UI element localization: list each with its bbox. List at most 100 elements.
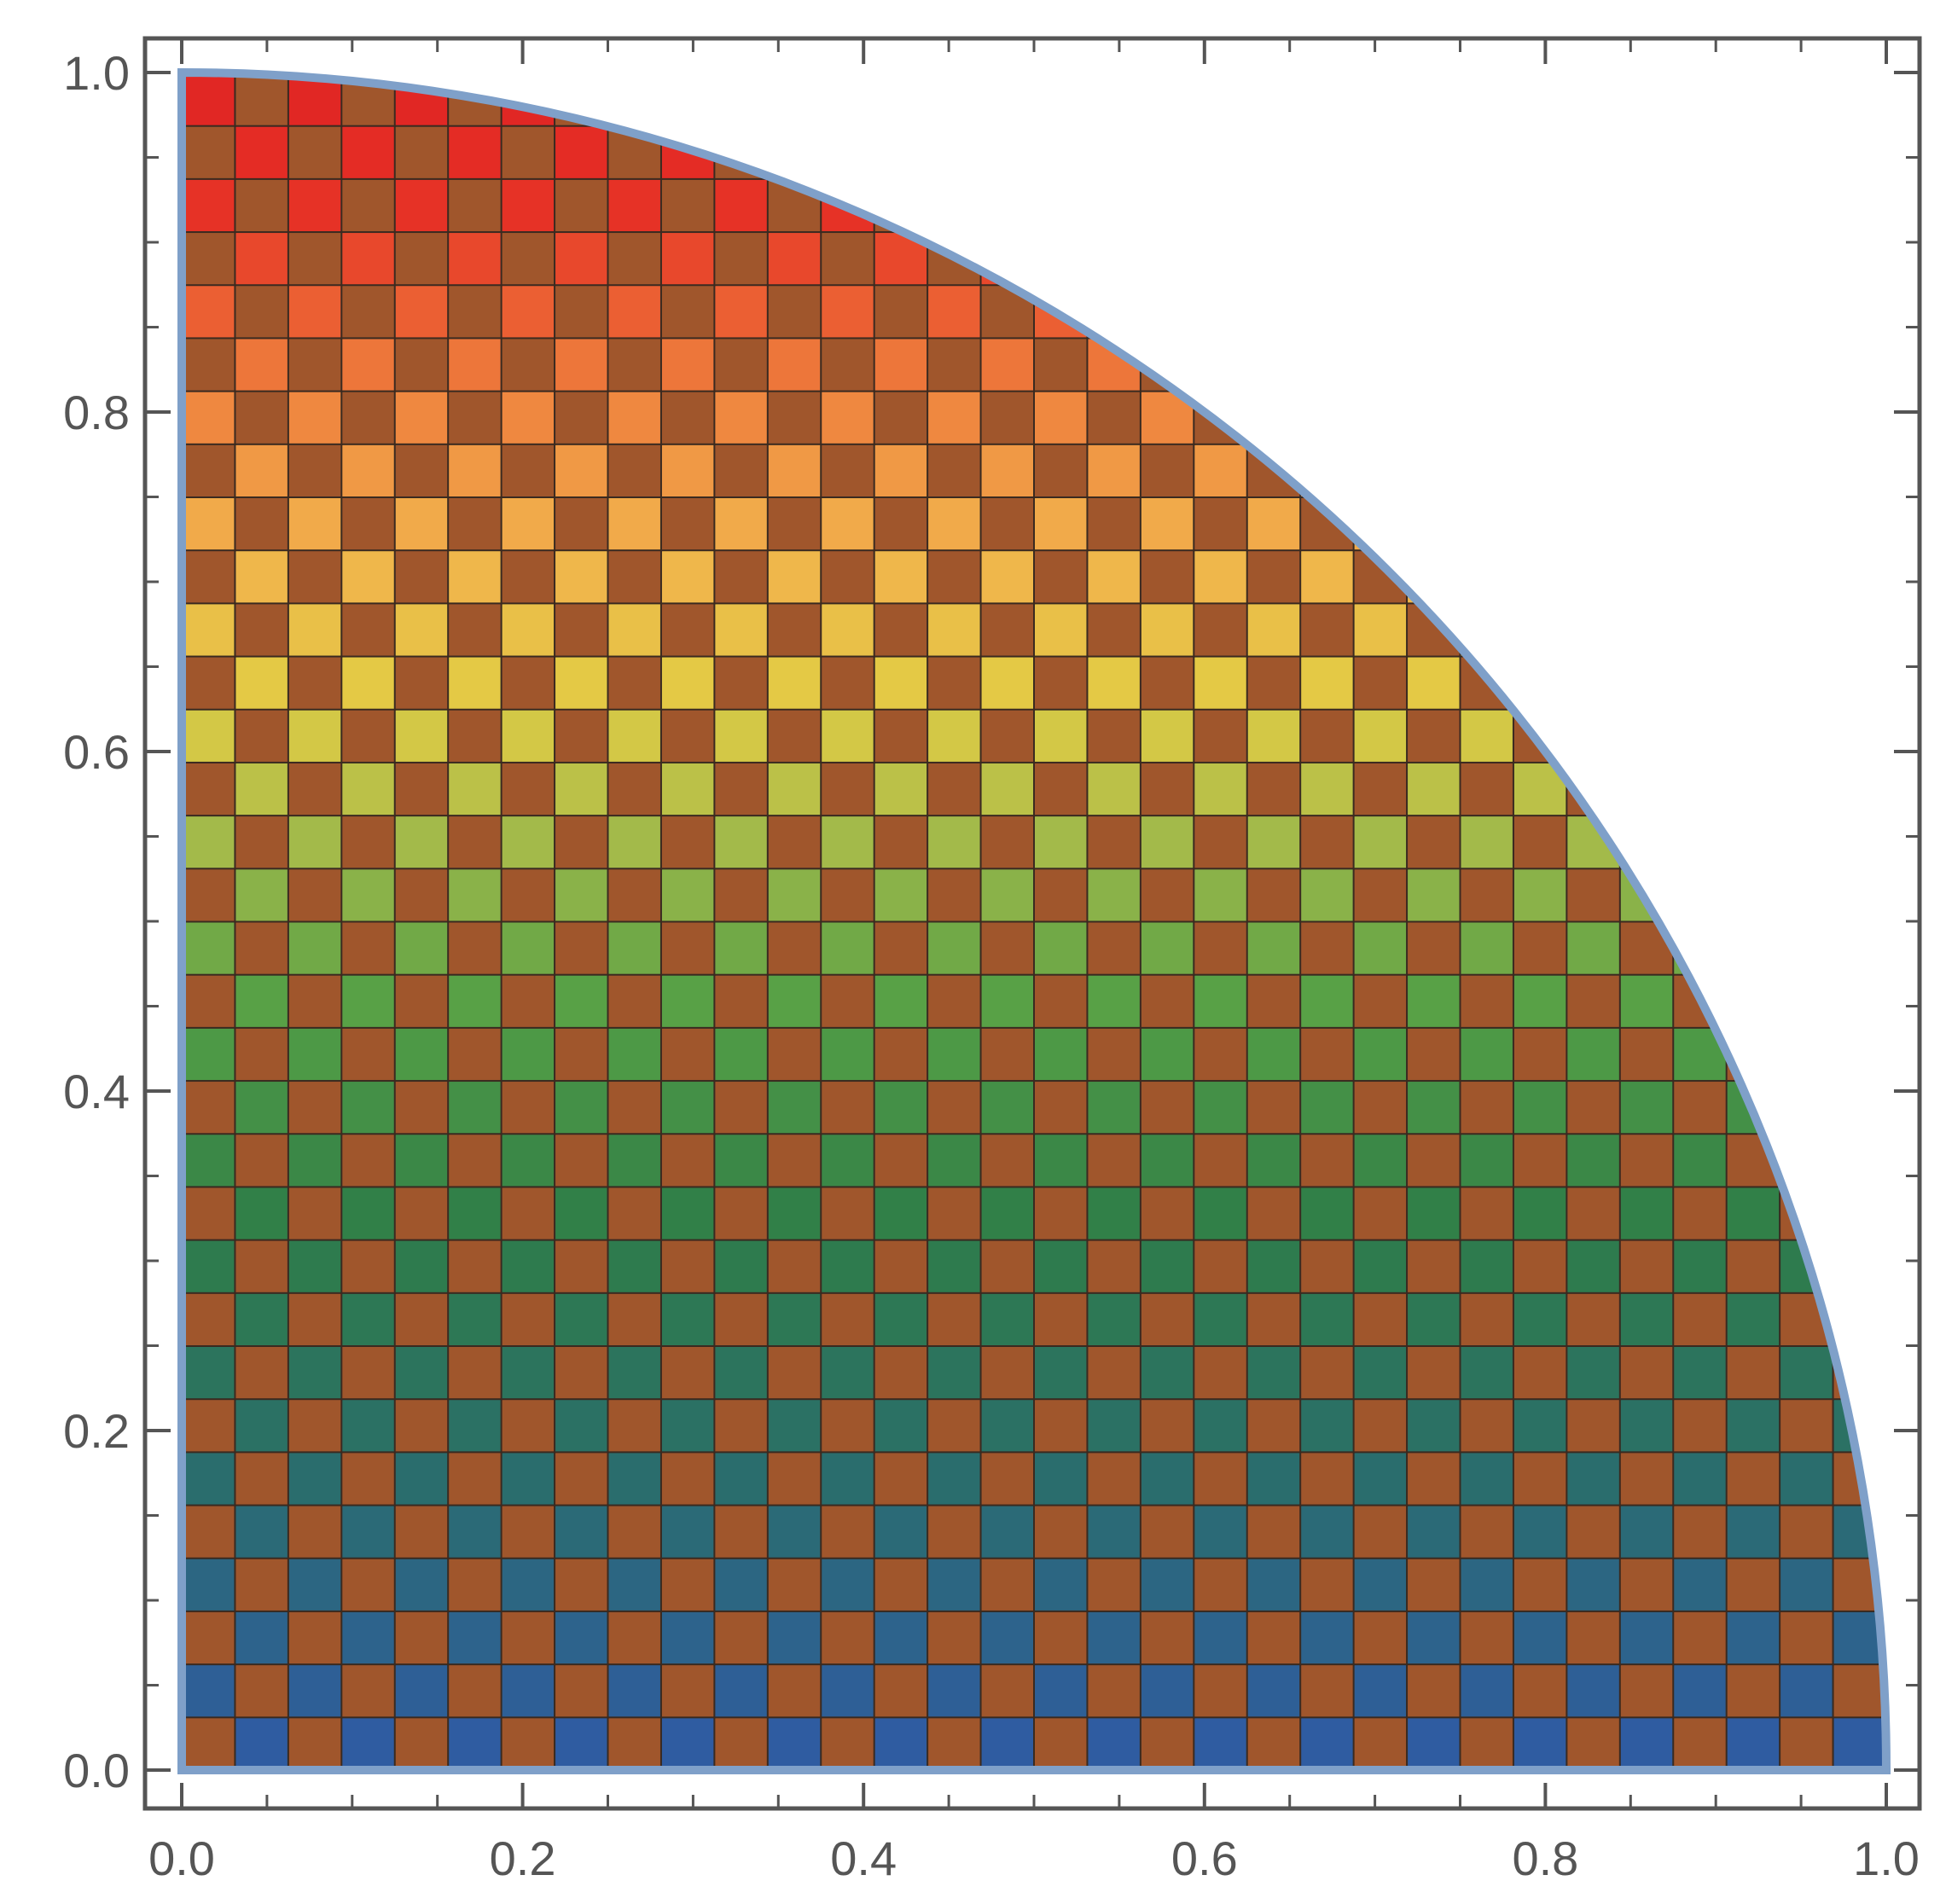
checkerboard-cell bbox=[182, 1397, 236, 1454]
checkerboard-cell bbox=[1193, 973, 1249, 1029]
checkerboard-cell bbox=[659, 390, 716, 445]
checkerboard-cell bbox=[234, 1557, 290, 1612]
checkerboard-cell bbox=[1246, 1132, 1302, 1188]
checkerboard-cell bbox=[659, 230, 716, 287]
checkerboard-cell bbox=[182, 283, 236, 340]
checkerboard-cell bbox=[500, 177, 556, 234]
checkerboard-cell bbox=[1086, 973, 1142, 1029]
checkerboard-cell bbox=[1566, 1557, 1622, 1612]
checkerboard-cell bbox=[554, 1557, 609, 1612]
checkerboard-cell bbox=[873, 390, 929, 445]
checkerboard-cell bbox=[979, 336, 1036, 392]
checkerboard-cell bbox=[1459, 1185, 1515, 1241]
checkerboard-cell bbox=[1299, 1504, 1356, 1559]
checkerboard-cell bbox=[873, 761, 929, 817]
checkerboard-cell bbox=[1086, 814, 1142, 870]
checkerboard-cell bbox=[873, 601, 929, 658]
checkerboard-cell bbox=[979, 496, 1036, 552]
checkerboard-cell bbox=[182, 920, 236, 976]
checkerboard-cell bbox=[1086, 549, 1142, 605]
checkerboard-cell bbox=[1352, 1504, 1409, 1559]
checkerboard-cell bbox=[500, 708, 556, 763]
checkerboard-cell bbox=[979, 1185, 1036, 1241]
checkerboard-cell bbox=[1299, 601, 1356, 658]
checkerboard-cell bbox=[979, 390, 1036, 445]
checkerboard-cell bbox=[1193, 1397, 1249, 1454]
checkerboard-cell bbox=[607, 1663, 663, 1719]
checkerboard-cell bbox=[713, 1026, 770, 1083]
checkerboard-cell bbox=[182, 973, 236, 1029]
checkerboard-cell bbox=[1246, 1185, 1302, 1241]
checkerboard-cell bbox=[979, 1132, 1036, 1188]
checkerboard-cell bbox=[447, 496, 503, 552]
checkerboard-cell bbox=[979, 655, 1036, 711]
checkerboard-cell bbox=[1139, 708, 1195, 763]
checkerboard-cell bbox=[182, 1185, 236, 1241]
checkerboard-cell bbox=[340, 973, 397, 1029]
checkerboard-cell bbox=[766, 1132, 822, 1188]
checkerboard-cell bbox=[500, 1715, 556, 1770]
checkerboard-cell bbox=[873, 1239, 929, 1294]
checkerboard-cell bbox=[820, 1344, 876, 1401]
checkerboard-cell bbox=[1406, 1557, 1461, 1612]
checkerboard-cell bbox=[1779, 1715, 1835, 1770]
checkerboard-cell bbox=[927, 1557, 983, 1612]
checkerboard-cell bbox=[1033, 708, 1089, 763]
checkerboard-cell bbox=[766, 1292, 822, 1347]
checkerboard-cell bbox=[182, 1344, 236, 1401]
checkerboard-cell bbox=[979, 1397, 1036, 1454]
checkerboard-cell bbox=[1193, 1132, 1249, 1188]
checkerboard-cell bbox=[659, 1663, 716, 1719]
checkerboard-cell bbox=[1725, 1239, 1781, 1294]
checkerboard-cell bbox=[447, 1344, 503, 1401]
checkerboard-cell bbox=[820, 1504, 876, 1559]
checkerboard-cell bbox=[1299, 655, 1356, 711]
checkerboard-cell bbox=[766, 867, 822, 923]
checkerboard-cell bbox=[1566, 867, 1622, 923]
checkerboard-cell bbox=[927, 761, 983, 817]
checkerboard-cell bbox=[713, 920, 770, 976]
checkerboard-cell bbox=[1193, 1026, 1249, 1083]
x-tick-label: 0.2 bbox=[490, 1831, 556, 1885]
checkerboard-cell bbox=[1299, 1026, 1356, 1083]
checkerboard-cell bbox=[1299, 1557, 1356, 1612]
checkerboard-cell bbox=[1406, 601, 1461, 658]
checkerboard-cell bbox=[340, 336, 397, 392]
checkerboard-cell bbox=[1566, 1292, 1622, 1347]
checkerboard-cell bbox=[182, 814, 236, 870]
checkerboard-cell bbox=[1352, 1344, 1409, 1401]
checkerboard-cell bbox=[1512, 1504, 1568, 1559]
checkerboard-cell bbox=[1725, 1715, 1781, 1770]
checkerboard-cell bbox=[820, 336, 876, 392]
checkerboard-cell bbox=[607, 283, 663, 340]
checkerboard-cell bbox=[340, 1610, 397, 1666]
y-tick-label: 0.6 bbox=[63, 725, 130, 779]
checkerboard-cell bbox=[234, 814, 290, 870]
checkerboard-cell bbox=[766, 814, 822, 870]
checkerboard-cell bbox=[182, 336, 236, 392]
checkerboard-cell bbox=[873, 973, 929, 1029]
checkerboard-cell bbox=[1139, 549, 1195, 605]
checkerboard-cell bbox=[873, 1026, 929, 1083]
checkerboard-cell bbox=[234, 443, 290, 498]
checkerboard-cell bbox=[447, 177, 503, 234]
checkerboard-cell bbox=[182, 1557, 236, 1612]
checkerboard-cell bbox=[393, 1663, 450, 1719]
checkerboard-cell bbox=[820, 920, 876, 976]
checkerboard-cell bbox=[766, 283, 822, 340]
checkerboard-cell bbox=[340, 601, 397, 658]
checkerboard-cell bbox=[1832, 1663, 1886, 1719]
checkerboard-cell bbox=[820, 443, 876, 498]
checkerboard-cell bbox=[1246, 1557, 1302, 1612]
checkerboard-cell bbox=[1725, 1450, 1781, 1506]
checkerboard-cell bbox=[1459, 1663, 1515, 1719]
checkerboard-cell bbox=[1459, 1292, 1515, 1347]
checkerboard-cell bbox=[766, 443, 822, 498]
checkerboard-cell bbox=[713, 973, 770, 1029]
x-tick-label: 0.0 bbox=[148, 1831, 215, 1885]
checkerboard-cell bbox=[713, 443, 770, 498]
checkerboard-cell bbox=[766, 1079, 822, 1135]
checkerboard-cell bbox=[234, 1715, 290, 1770]
checkerboard-cell bbox=[766, 1715, 822, 1770]
checkerboard-cell bbox=[1672, 1450, 1728, 1506]
